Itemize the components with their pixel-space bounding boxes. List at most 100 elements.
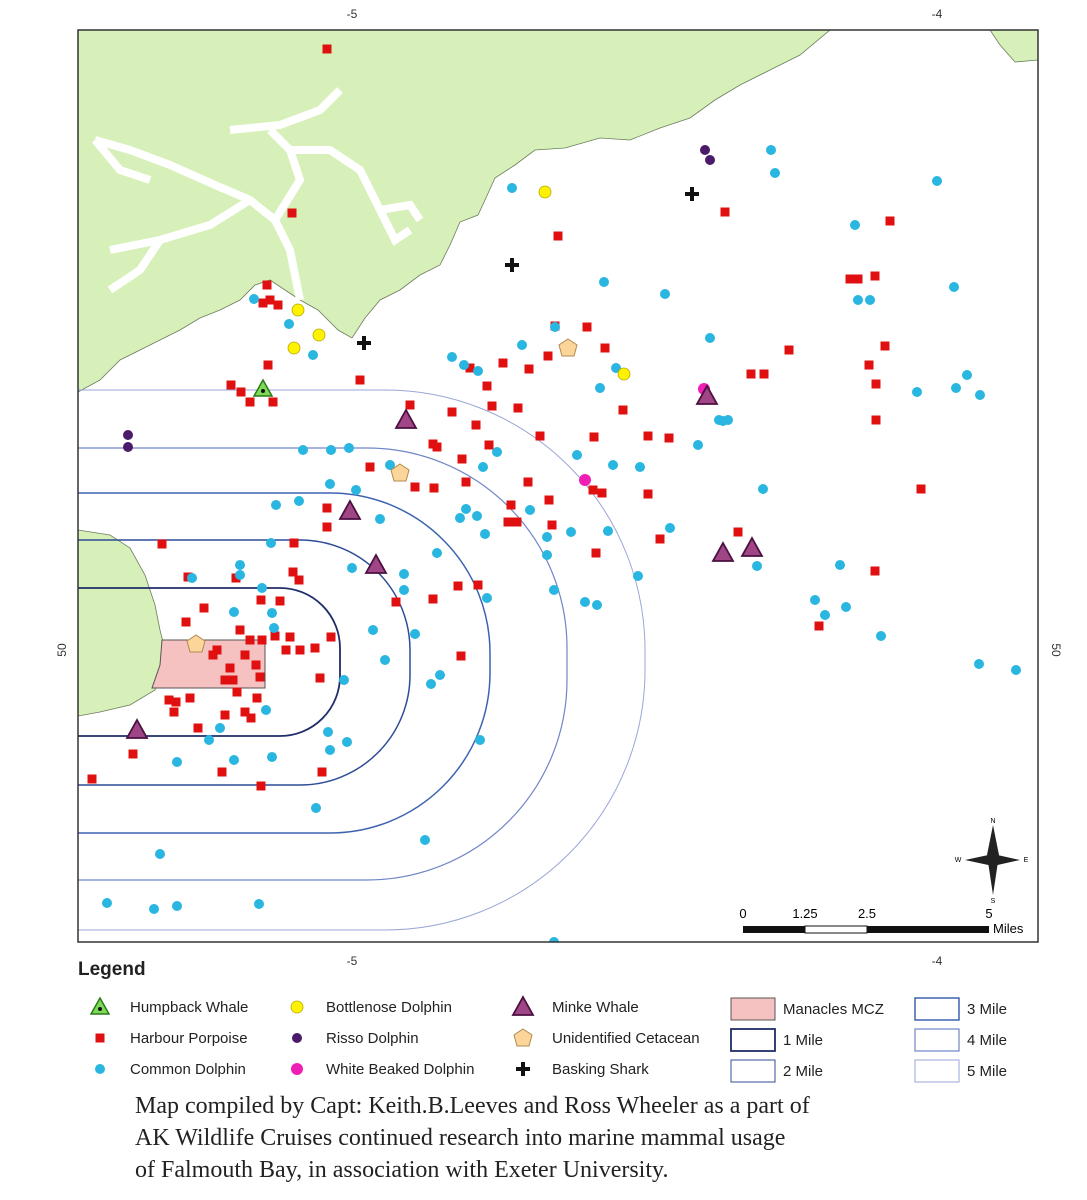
legend-swatch — [914, 997, 960, 1021]
common-dolphin-marker — [420, 835, 430, 845]
porpoise-marker — [193, 723, 203, 733]
porpoise-marker — [600, 343, 610, 353]
porpoise-marker — [597, 488, 607, 498]
porpoise-marker — [240, 650, 250, 660]
porpoise-marker — [589, 432, 599, 442]
porpoise-marker — [256, 595, 266, 605]
porpoise-marker — [315, 673, 325, 683]
legend-swatch — [730, 1028, 776, 1052]
porpoise-marker — [322, 44, 332, 54]
common-dolphin-marker — [102, 898, 112, 908]
porpoise-marker — [232, 687, 242, 697]
porpoise-marker — [870, 566, 880, 576]
porpoise-marker — [543, 351, 553, 361]
scale-label: 1.25 — [792, 906, 817, 921]
unidentified-marker — [186, 634, 206, 653]
common-dolphin-marker — [492, 447, 502, 457]
common-dolphin-marker — [399, 585, 409, 595]
common-dolphin-marker — [478, 462, 488, 472]
basking-shark-marker — [505, 258, 519, 272]
common-dolphin-marker — [294, 496, 304, 506]
porpoise-marker — [365, 462, 375, 472]
porpoise-marker — [245, 397, 255, 407]
porpoise-marker — [482, 381, 492, 391]
coord-label: -5 — [347, 954, 358, 968]
porpoise-marker — [664, 433, 674, 443]
map-frame — [77, 29, 1039, 943]
porpoise-marker — [262, 280, 272, 290]
porpoise-marker — [484, 440, 494, 450]
porpoise-marker — [410, 482, 420, 492]
common-dolphin-marker — [267, 752, 277, 762]
porpoise-marker — [871, 379, 881, 389]
porpoise-marker — [295, 645, 305, 655]
porpoise-marker — [513, 403, 523, 413]
legend-label: 5 Mile — [967, 1063, 1007, 1080]
legend-label: Humpback Whale — [130, 999, 248, 1016]
land-north-east — [989, 30, 1038, 63]
common-dolphin-marker — [95, 1064, 105, 1074]
common-dolphin-marker — [599, 277, 609, 287]
porpoise-marker — [432, 442, 442, 452]
common-dolphin-marker — [766, 145, 776, 155]
porpoise-marker — [245, 635, 255, 645]
common-dolphin-marker — [455, 513, 465, 523]
common-dolphin-marker — [172, 901, 182, 911]
porpoise-marker — [273, 300, 283, 310]
common-dolphin-marker — [172, 757, 182, 767]
porpoise-marker — [275, 596, 285, 606]
porpoise-marker — [870, 271, 880, 281]
caption-line: of Falmouth Bay, in association with Exe… — [135, 1157, 668, 1183]
common-dolphin-marker — [155, 849, 165, 859]
common-dolphin-marker — [368, 625, 378, 635]
porpoise-marker — [864, 360, 874, 370]
common-dolphin-marker — [592, 600, 602, 610]
common-dolphin-marker — [325, 479, 335, 489]
porpoise-marker — [618, 405, 628, 415]
porpoise-marker — [447, 407, 457, 417]
porpoise-marker — [591, 548, 601, 558]
porpoise-marker — [916, 484, 926, 494]
porpoise-marker — [226, 380, 236, 390]
common-dolphin-marker — [865, 295, 875, 305]
ring-2-mile — [78, 539, 411, 786]
common-dolphin-marker — [204, 735, 214, 745]
bottlenose-marker — [290, 1000, 304, 1014]
porpoise-marker — [465, 363, 475, 373]
minke-marker — [394, 408, 418, 429]
legend-swatch — [730, 1059, 776, 1083]
common-dolphin-marker — [758, 484, 768, 494]
land-north — [78, 30, 831, 393]
common-dolphin-marker — [810, 595, 820, 605]
common-dolphin-marker — [432, 548, 442, 558]
porpoise-marker — [185, 693, 195, 703]
common-dolphin-marker — [344, 443, 354, 453]
porpoise-marker — [473, 580, 483, 590]
bottlenose-marker — [287, 341, 301, 355]
porpoise-marker — [523, 477, 533, 487]
common-dolphin-marker — [149, 904, 159, 914]
porpoise-marker — [246, 713, 256, 723]
porpoise-marker — [405, 400, 415, 410]
humpback-marker — [89, 996, 111, 1015]
common-dolphin-marker — [475, 735, 485, 745]
risso-marker — [705, 155, 715, 165]
common-dolphin-marker — [482, 593, 492, 603]
common-dolphin-marker — [633, 571, 643, 581]
legend-label: 2 Mile — [783, 1063, 823, 1080]
porpoise-marker — [746, 369, 756, 379]
bottlenose-marker — [312, 328, 326, 342]
porpoise-marker — [287, 208, 297, 218]
common-dolphin-marker — [326, 445, 336, 455]
white-beaked-marker — [579, 474, 591, 486]
humpback-dot — [261, 389, 265, 393]
scale-label: 5 — [985, 906, 992, 921]
scale-label: 0 — [739, 906, 746, 921]
common-dolphin-marker — [267, 608, 277, 618]
common-dolphin-marker — [665, 523, 675, 533]
common-dolphin-marker — [311, 803, 321, 813]
unidentified-marker — [513, 1028, 533, 1047]
porpoise-marker — [263, 360, 273, 370]
ring-5-mile — [78, 389, 646, 931]
porpoise-marker — [885, 216, 895, 226]
